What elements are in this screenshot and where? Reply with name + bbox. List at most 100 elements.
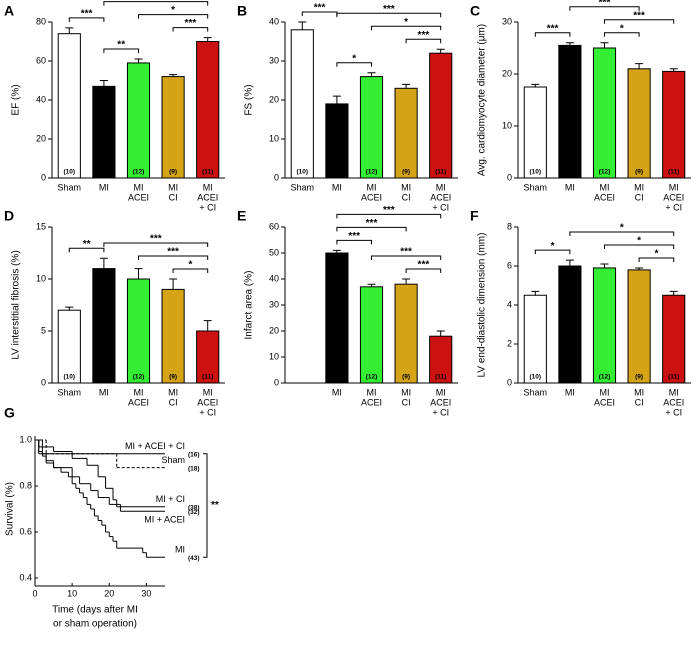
y-tick-label: 60	[36, 55, 46, 65]
sample-size: (16)	[331, 374, 343, 381]
significance-label: ***	[150, 0, 162, 3]
legend-label: Sham	[161, 455, 185, 465]
x-tick-label: MI	[134, 182, 144, 192]
bar	[57, 309, 81, 384]
y-tick-label: 60	[269, 221, 279, 231]
y-tick-label: 0	[507, 172, 512, 182]
significance-label: ***	[383, 4, 395, 15]
significance-label: **	[211, 500, 219, 511]
error-bar	[65, 306, 74, 311]
y-tick-label: 2	[507, 338, 512, 348]
significance-bracket	[103, 242, 209, 247]
error-bar	[298, 21, 307, 30]
x-tick-label: ACEI	[594, 397, 615, 407]
y-tick-label: 20	[269, 325, 279, 335]
significance-bracket	[138, 14, 209, 19]
significance-bracket	[604, 32, 640, 37]
x-tick-label: CI	[402, 397, 411, 407]
significance-bracket	[336, 226, 407, 232]
error-bar	[565, 42, 574, 46]
sample-size: (10)	[64, 374, 76, 381]
bar	[290, 29, 314, 179]
x-tick-label: MI	[203, 182, 213, 192]
x-tick-label: MI	[669, 387, 679, 397]
significance-bracket	[203, 453, 208, 558]
x-tick-label: MI	[332, 387, 342, 397]
error-bar	[65, 27, 74, 34]
error-bar	[531, 290, 540, 296]
x-tick-label: ACEI	[663, 397, 684, 407]
y-tick-label: 0	[41, 377, 46, 387]
error-bar	[332, 95, 341, 104]
sample-size: (10)	[64, 169, 76, 176]
y-tick-label: 20	[269, 94, 279, 104]
significance-label: ***	[348, 231, 360, 242]
significance-label: ***	[167, 247, 179, 258]
significance-label: *	[620, 23, 624, 34]
y-tick-label: 20	[36, 133, 46, 143]
y-tick-label: 0	[41, 172, 46, 182]
x-tick-label: + CI	[199, 202, 216, 212]
significance-label: ***	[81, 8, 93, 19]
sample-size: (11)	[202, 374, 213, 381]
x-tick-label: 10	[67, 588, 77, 598]
panel-letter: A	[4, 3, 14, 19]
significance-bracket	[336, 62, 372, 67]
significance-bracket	[638, 257, 675, 262]
significance-label: *	[620, 223, 624, 234]
x-tick-label: Sham	[291, 182, 315, 192]
y-tick-label: 40	[269, 273, 279, 283]
bar	[592, 267, 617, 384]
y-tick-label: 0.8	[19, 480, 32, 490]
sample-size: (9)	[169, 374, 177, 381]
error-bar	[134, 268, 143, 279]
y-tick-label: 80	[36, 16, 46, 26]
y-axis-title: Avg. cardiomyocyte diameter (μm)	[477, 24, 488, 176]
error-bar	[367, 72, 376, 77]
y-tick-label: 0.4	[19, 572, 32, 582]
sample-size: (11)	[202, 169, 213, 176]
legend-label: MI	[175, 545, 185, 555]
error-bar	[669, 68, 678, 72]
error-bar	[203, 37, 212, 42]
error-bar	[99, 257, 108, 269]
y-tick-label: 15	[36, 221, 46, 231]
sample-size: (32)	[188, 509, 200, 516]
x-tick-label: CI	[635, 192, 644, 202]
x-tick-label: ACEI	[430, 397, 451, 407]
significance-bracket	[103, 1, 209, 6]
x-tick-label: 20	[104, 588, 114, 598]
panel-letter: G	[4, 405, 15, 421]
bar	[57, 33, 81, 179]
bar	[429, 52, 453, 179]
y-tick-label: 30	[269, 299, 279, 309]
y-axis-title: FS (%)	[244, 84, 255, 115]
x-tick-label: MI	[401, 387, 411, 397]
y-tick-label: 5	[41, 325, 46, 335]
x-tick-label: MI	[436, 182, 446, 192]
y-tick-label: 0	[274, 172, 279, 182]
sample-size: (16)	[188, 452, 200, 459]
bar	[662, 294, 686, 384]
significance-bracket	[604, 244, 675, 249]
significance-bracket	[604, 19, 675, 24]
sample-size: (16)	[564, 169, 576, 176]
error-bar	[600, 263, 609, 268]
bar	[126, 278, 151, 384]
significance-bracket	[172, 268, 209, 273]
error-bar	[169, 278, 178, 290]
panel-letter: F	[470, 208, 479, 224]
x-tick-label: MI	[134, 387, 144, 397]
bar	[325, 252, 349, 384]
significance-label: *	[404, 17, 408, 28]
y-tick-label: 40	[36, 94, 46, 104]
bar	[161, 76, 185, 179]
bar	[92, 268, 116, 384]
x-tick-label: MI	[168, 182, 178, 192]
sample-size: (38)	[188, 504, 200, 511]
sample-size: (16)	[98, 169, 110, 176]
significance-bracket	[68, 247, 105, 253]
x-tick-label: 0	[32, 588, 37, 598]
significance-label: *	[637, 236, 641, 247]
